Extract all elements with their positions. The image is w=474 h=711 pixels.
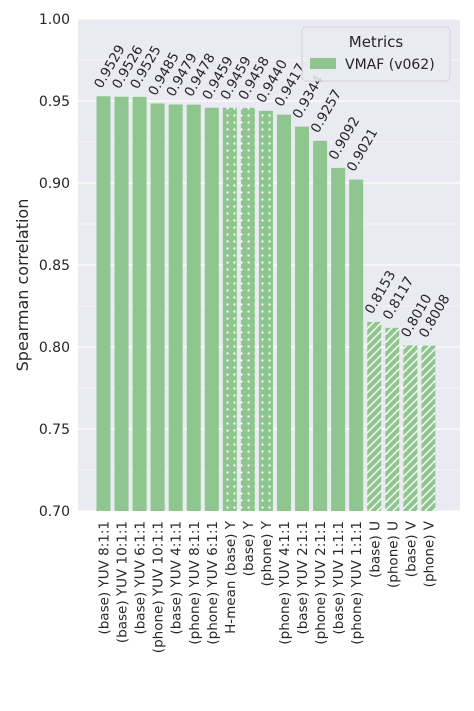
x-tick-label: (base) YUV 4:1:1 [169,521,185,635]
bar [385,327,400,511]
y-axis-title: Spearman correlation [13,199,32,372]
y-tick-label: 0.75 [39,422,70,438]
x-tick-label: (phone) YUV 6:1:1 [205,521,221,645]
y-tick-label: 0.80 [39,340,70,356]
bar [114,96,129,512]
x-tick-label: (base) YUV 2:1:1 [295,521,311,635]
bar [222,107,237,511]
legend-swatch [310,58,336,69]
legend-entry: VMAF (v062) [345,57,435,73]
bar [132,96,147,512]
bar [331,167,346,512]
bar [150,103,165,512]
bar [313,140,328,512]
x-tick-label: (phone) YUV 1:1:1 [349,521,365,645]
y-tick-label: 0.85 [39,258,70,274]
legend-box [301,26,451,82]
y-tick-labels: 0.70 0.75 0.80 0.85 0.90 0.95 1.00 [39,12,70,520]
bar [295,126,310,512]
x-tick-label: (base) YUV 10:1:1 [115,521,131,643]
bar [186,104,201,511]
x-tick-label: (base) YUV 6:1:1 [133,521,149,635]
bar [240,107,255,511]
bar [258,110,273,511]
x-tick-label: (base) YUV 8:1:1 [97,521,113,635]
bar [277,114,291,511]
bar [349,179,364,511]
y-tick-label: 0.90 [39,176,70,192]
bars [96,96,436,512]
bar [204,107,219,511]
x-tick-label: (phone) U [385,521,401,588]
x-tick-labels: (base) YUV 8:1:1 (base) YUV 10:1:1 (base) … [97,520,438,653]
bar [96,96,111,511]
x-tick-label: (phone) YUV 8:1:1 [187,521,203,645]
x-tick-label: (phone) YUV 10:1:1 [151,521,167,653]
x-tick-label: (base) YUV 1:1:1 [331,521,347,635]
x-tick-label: (base) U [367,521,383,578]
legend: Metrics VMAF (v062) [301,26,451,82]
x-tick-label: (phone) V [421,520,437,587]
bar [421,345,436,511]
x-tick-label: (base) Y [241,520,257,576]
y-tick-label: 1.00 [39,12,70,28]
legend-title: Metrics [349,33,404,51]
y-tick-label: 0.70 [39,504,70,520]
x-tick-label: (phone) Y [259,520,275,586]
x-tick-label: (phone) YUV 4:1:1 [277,521,293,645]
x-tick-label: H-mean (base) Y [223,520,239,634]
bar [367,321,382,511]
bar [168,104,183,511]
y-tick-label: 0.95 [39,94,70,110]
x-tick-label: (base) V [403,520,419,577]
x-tick-label: (phone) YUV 2:1:1 [313,521,329,645]
bar [403,345,418,511]
